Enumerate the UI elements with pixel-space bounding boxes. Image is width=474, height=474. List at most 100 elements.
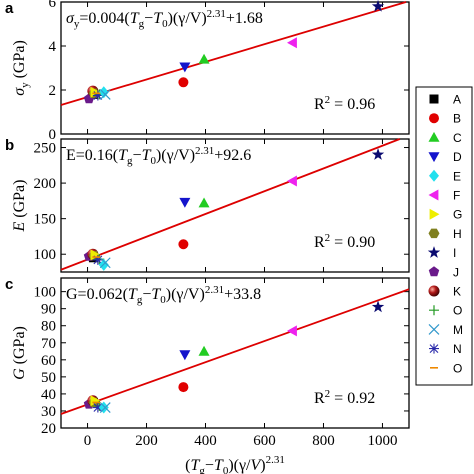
point-N [92,254,103,265]
legend-label: D [453,150,462,164]
legend-label: C [453,131,462,145]
panel-label: b [5,137,14,154]
y-tick-label: 50 [41,370,56,386]
legend-label: M [453,323,463,337]
legend-marker-J [428,266,440,277]
point-C [198,345,210,356]
legend-marker-B [429,113,439,124]
legend-marker-L [429,305,439,316]
legend-marker-C [428,131,440,142]
y-axis-label: G (GPa) [11,326,28,380]
r-squared: R2 = 0.96 [314,94,375,113]
point-F [287,325,297,337]
y-tick-label: 40 [41,387,56,403]
plot-frame [60,138,410,273]
x-tick-label: 800 [312,433,335,449]
legend-marker-F [428,189,439,201]
legend-label: O [453,304,462,318]
point-B [178,382,189,393]
panel-label: c [5,276,13,293]
point-E [98,401,109,414]
x-tick-label: 400 [194,433,217,449]
legend-marker-A [429,94,439,104]
y-tick-label: 4 [49,39,57,55]
legend-marker-I [427,246,441,258]
point-M [99,88,111,100]
x-tick-label: 0 [84,433,92,449]
plot-frame [60,277,410,429]
fit-equation: E=0.16(Tg−T0)(γ/V)2.31+92.6 [66,145,251,167]
point-D [179,350,191,361]
y-tick-label: 0 [49,127,57,143]
point-I [371,0,385,12]
y-tick-label: 2 [49,83,57,99]
legend-marker-K [428,285,440,297]
point-B [178,77,189,88]
point-M [99,257,111,269]
y-axis-label: E (GPa) [11,180,28,233]
panel-b: b 100 150 200 250 E (GPa) E=0.16(Tg−T0)(γ/V)2.… [5,137,410,273]
y-tick-label: 20 [41,421,56,437]
point-N [92,402,103,413]
y-tick-label: 100 [34,285,57,301]
legend-label: A [453,93,461,107]
legend-marker-H [428,228,440,239]
legend-label: G [453,208,462,222]
legend-marker-N [429,343,439,354]
point-D [179,197,191,208]
x-tick-label: 200 [135,433,158,449]
legend-label: H [453,227,462,241]
y-tick-label: 60 [41,353,56,369]
y-tick-label: 90 [41,302,56,318]
x-tick-label: 600 [253,433,276,449]
legend-marker-E [429,169,439,182]
fit-line [60,288,410,415]
fit-line [60,1,407,106]
legend-frame [415,86,473,386]
legend-label: K [453,285,461,299]
legend-label: J [453,265,459,279]
legend-marker-D [428,152,440,163]
point-F [287,37,297,49]
point-B [178,239,189,250]
y-tick-label: 200 [34,176,57,192]
y-tick-label: 250 [34,141,57,157]
point-C [198,197,210,208]
panels-layer: a 0 2 4 6 σy (GPa) σy=0.004(Tg−T0)(γ/V)2.31+1.… [5,0,410,474]
x-tick-label: 1000 [367,433,397,449]
point-I [371,148,385,160]
point-F [287,175,297,187]
y-tick-label: 150 [34,212,57,228]
panel-label: a [5,0,14,17]
point-N [92,90,103,101]
point-G [90,395,101,407]
y-tick-label: 100 [34,247,57,263]
panel-a: a 0 2 4 6 σy (GPa) σy=0.004(Tg−T0)(γ/V)2.31+1.… [5,0,410,143]
legend-label: E [453,169,461,183]
fit-equation: σy=0.004(Tg−T0)(γ/V)2.31+1.68 [66,8,263,30]
point-D [179,62,191,73]
legend-label: I [453,246,456,260]
legend-label: O [453,361,462,375]
point-C [198,53,210,64]
legend-label: N [453,342,462,356]
fit-equation: G=0.062(Tg−T0)(γ/V)2.31+33.8 [66,284,261,306]
plot-frame [60,1,410,135]
y-tick-label: 30 [41,404,56,420]
y-tick-label: 80 [41,319,56,335]
point-M [99,402,111,413]
y-axis-label: σy (GPa) [11,40,31,96]
legend-marker-M [428,323,440,335]
legend-label: F [453,189,460,203]
r-squared: R2 = 0.90 [314,232,375,251]
point-I [371,300,385,313]
x-axis-label: (Tg−T0)(γ/V)2.31 [185,454,285,474]
y-tick-label: 6 [49,0,57,11]
legend-marker-G [429,208,440,220]
fit-line [60,138,401,271]
r-squared: R2 = 0.92 [314,388,375,407]
y-tick-label: 70 [41,336,56,352]
